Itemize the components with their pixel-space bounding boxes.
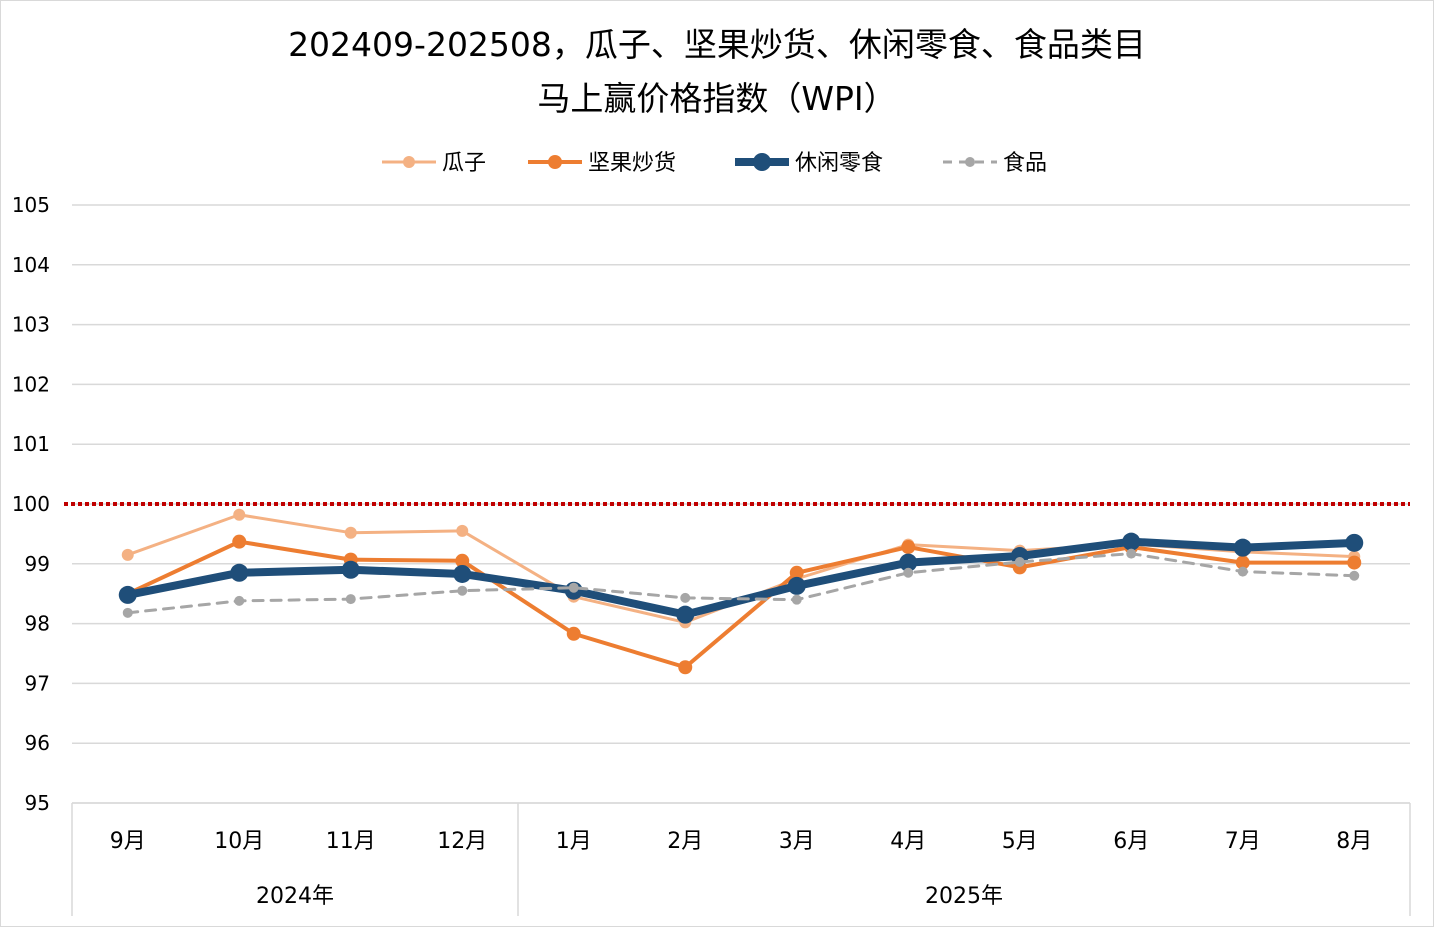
y-tick-label: 97 [25,671,50,695]
series-3 [122,548,1360,618]
gridlines [72,204,1410,804]
x-tick-label: 9月 [110,829,146,854]
data-point [453,564,472,583]
legend-label: 坚果炒货 [588,151,676,176]
x-tick-label: 4月 [890,829,926,854]
legend-item: 瓜子 [382,151,486,176]
y-tick-label: 99 [25,552,50,576]
y-axis-tick-labels: 95 96 97 98 99 100 101 102 103 104 105 [12,193,50,815]
data-point [121,548,134,561]
y-tick-label: 105 [12,193,50,217]
data-point [118,585,137,604]
data-point [1349,570,1360,581]
x-group-label: 2024年 [256,884,334,909]
data-point [1122,532,1141,551]
data-point [345,594,356,605]
data-point [903,567,914,578]
y-tick-label: 103 [12,313,50,337]
data-point [232,534,247,549]
data-point [1345,533,1364,552]
data-point [122,607,133,618]
data-point [789,565,804,580]
data-point [1235,555,1250,570]
legend-label: 休闲零食 [795,151,883,176]
x-tick-label: 12月 [437,829,487,854]
data-point [791,594,802,605]
series-1 [120,534,1362,675]
x-tick-label: 1月 [556,829,592,854]
legend-swatch-marker [753,153,771,171]
series-2 [118,532,1364,624]
x-tick-label: 8月 [1336,829,1372,854]
legend-item: 坚果炒货 [528,151,676,176]
data-point [787,576,806,595]
data-point [341,560,360,579]
x-tick-label: 6月 [1113,829,1149,854]
data-point [568,582,579,593]
data-point [1233,538,1252,557]
data-point [344,526,357,539]
chart-title-line2: 马上赢价格指数（WPI） [537,79,897,118]
x-tick-label: 7月 [1225,829,1261,854]
x-group-label: 2025年 [925,884,1003,909]
data-point [230,563,249,582]
data-point [455,553,470,568]
x-tick-label: 3月 [779,829,815,854]
legend-swatch-marker [403,156,415,168]
data-point [676,605,695,624]
legend-item: 休闲零食 [735,151,883,176]
x-tick-label: 5月 [1002,829,1038,854]
data-point [233,508,246,521]
y-tick-label: 104 [12,253,50,277]
x-tick-label: 10月 [214,829,264,854]
chart-title: 202409-202508，瓜子、坚果炒货、休闲零食、食品类目 马上赢价格指数（… [0,18,1434,126]
legend-label: 瓜子 [442,151,486,176]
data-point [901,540,916,555]
data-point [456,524,469,537]
series-line [126,552,1356,615]
series-line [125,539,1357,670]
series-group [118,508,1364,675]
data-point [1126,548,1137,559]
legend: 瓜子 坚果炒货 休闲零食 食品 [382,151,1047,176]
legend-swatch-marker [965,157,975,167]
data-point [1014,557,1025,568]
data-point [566,626,581,641]
data-point [1347,555,1362,570]
data-point [1237,566,1248,577]
y-tick-label: 95 [25,791,50,815]
y-tick-label: 96 [25,731,50,755]
data-point [680,592,691,603]
data-point [899,553,918,572]
chart-title-line1: 202409-202508，瓜子、坚果炒货、休闲零食、食品类目 [288,25,1146,64]
y-tick-label: 101 [12,432,50,456]
y-tick-label: 98 [25,612,50,636]
legend-label: 食品 [1003,151,1047,176]
legend-swatch-marker [548,155,562,169]
y-tick-label: 100 [12,492,50,516]
y-tick-label: 102 [12,372,50,396]
x-tick-label: 2月 [667,829,703,854]
data-point [457,585,468,596]
x-axis: 9月 10月 11月 12月 1月 2月 3月 4月 5月 6月 7月 8月 2024年 2025年 [71,802,1411,916]
x-tick-label: 11月 [326,829,376,854]
data-point [234,595,245,606]
legend-item: 食品 [943,151,1047,176]
data-point [678,660,693,675]
